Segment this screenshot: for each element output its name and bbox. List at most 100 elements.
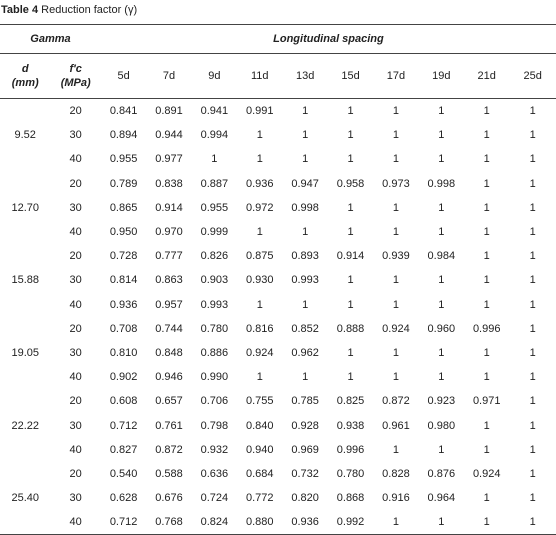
fc-value-cell: 40 bbox=[69, 371, 82, 384]
gamma-value-cell: 0.816 bbox=[245, 322, 274, 335]
gamma-value-cell: 0.999 bbox=[200, 226, 229, 239]
gamma-value-cell: 0.876 bbox=[427, 467, 456, 480]
spacing-header: 17d bbox=[373, 53, 419, 99]
gamma-value-cell: 0.755 bbox=[245, 395, 274, 408]
table-row: 40 0.936 0.957 0.993 1 1 1 1 1 1 1 bbox=[0, 293, 556, 317]
table-caption-label: Table 4 bbox=[1, 4, 39, 16]
d-value-cell bbox=[0, 172, 50, 196]
gamma-value-cell: 0.540 bbox=[109, 467, 138, 480]
gamma-value-cell: 0.838 bbox=[155, 177, 183, 190]
gamma-value-cell: 0.706 bbox=[200, 395, 229, 408]
gamma-value-cell: 1 bbox=[438, 153, 445, 166]
gamma-value-cell: 0.780 bbox=[200, 322, 229, 335]
gamma-value-cell: 0.728 bbox=[109, 250, 138, 263]
gamma-value-cell: 0.825 bbox=[336, 395, 365, 408]
gamma-value-cell: 0.902 bbox=[109, 371, 138, 384]
d-value-cell: 22.22 bbox=[11, 419, 39, 432]
gamma-value-cell: 0.875 bbox=[245, 250, 274, 263]
gamma-value-cell: 0.961 bbox=[382, 419, 410, 432]
gamma-value-cell: 0.891 bbox=[155, 105, 183, 118]
gamma-value-cell: 0.955 bbox=[109, 153, 138, 166]
gamma-value-cell: 0.872 bbox=[155, 443, 183, 456]
d-value-cell bbox=[0, 438, 50, 462]
gamma-value-cell: 0.940 bbox=[245, 443, 274, 456]
gamma-value-cell: 0.761 bbox=[155, 419, 183, 432]
gamma-value-cell: 0.777 bbox=[155, 250, 183, 263]
spacing-header: 21d bbox=[464, 53, 510, 99]
gamma-value-cell: 0.880 bbox=[237, 510, 283, 535]
gamma-value-cell: 1 bbox=[438, 346, 445, 359]
gamma-value-cell: 1 bbox=[529, 153, 536, 166]
gamma-value-cell: 1 bbox=[392, 226, 399, 239]
table-row: 9.52 30 0.894 0.944 0.994 1 1 1 1 1 1 1 bbox=[0, 123, 556, 147]
table-body: 20 0.841 0.891 0.941 0.991 1 1 1 1 1 1 9.52 30 0.894 0… bbox=[0, 99, 556, 535]
table-row: 20 0.540 0.588 0.636 0.684 0.732 0.780 0.828 0.8… bbox=[0, 462, 556, 486]
gamma-value-cell: 0.820 bbox=[291, 492, 319, 505]
gamma-value-cell: 0.950 bbox=[109, 226, 138, 239]
fc-value-cell: 30 bbox=[69, 419, 82, 432]
gamma-value-cell: 1 bbox=[347, 371, 354, 384]
gamma-value-cell: 1 bbox=[483, 371, 490, 384]
gamma-value-cell: 0.768 bbox=[146, 510, 192, 535]
gamma-value-cell: 0.712 bbox=[109, 419, 138, 432]
d-value-cell: 25.40 bbox=[11, 492, 39, 505]
table-caption: Table 4 Reduction factor (γ) bbox=[0, 0, 556, 24]
gamma-value-cell: 1 bbox=[256, 371, 263, 384]
gamma-value-cell: 0.990 bbox=[200, 371, 229, 384]
gamma-value-cell: 0.608 bbox=[109, 395, 138, 408]
fc-value-cell: 40 bbox=[50, 510, 101, 535]
gamma-value-cell: 0.924 bbox=[382, 322, 410, 335]
d-value-cell bbox=[0, 389, 50, 413]
gamma-value-cell: 1 bbox=[438, 105, 445, 118]
reduction-factor-table: Gamma Longitudinal spacing d (mm) f′c (M… bbox=[0, 24, 556, 535]
gamma-value-cell: 0.980 bbox=[427, 419, 456, 432]
gamma-value-cell: 0.636 bbox=[200, 467, 229, 480]
gamma-value-cell: 0.894 bbox=[109, 129, 138, 142]
gamma-value-cell: 1 bbox=[392, 129, 399, 142]
gamma-value-cell: 0.991 bbox=[245, 105, 274, 118]
gamma-value-cell: 0.969 bbox=[291, 443, 319, 456]
gamma-value-cell: 1 bbox=[392, 274, 399, 287]
gamma-value-cell: 1 bbox=[529, 274, 536, 287]
table-row: 40 0.827 0.872 0.932 0.940 0.969 0.996 1 1 1 1 bbox=[0, 438, 556, 462]
gamma-value-cell: 1 bbox=[438, 443, 445, 456]
gamma-value-cell: 1 bbox=[464, 510, 510, 535]
gamma-value-cell: 0.887 bbox=[200, 177, 229, 190]
gamma-value-cell: 0.972 bbox=[245, 201, 274, 214]
gamma-value-cell: 1 bbox=[302, 298, 309, 311]
table-caption-text: Reduction factor (γ) bbox=[41, 4, 138, 16]
gamma-value-cell: 1 bbox=[483, 177, 490, 190]
gamma-value-cell: 0.868 bbox=[336, 492, 365, 505]
gamma-value-cell: 0.924 bbox=[245, 346, 274, 359]
gamma-value-cell: 0.712 bbox=[100, 510, 147, 535]
fc-value-cell: 30 bbox=[69, 346, 82, 359]
gamma-value-cell: 0.886 bbox=[200, 346, 229, 359]
gamma-value-cell: 1 bbox=[302, 129, 309, 142]
gamma-value-cell: 0.930 bbox=[245, 274, 274, 287]
gamma-value-cell: 0.977 bbox=[155, 153, 183, 166]
gamma-value-cell: 1 bbox=[211, 153, 218, 166]
gamma-value-cell: 1 bbox=[529, 419, 536, 432]
gamma-value-cell: 0.798 bbox=[200, 419, 229, 432]
gamma-value-cell: 1 bbox=[529, 201, 536, 214]
d-value-cell bbox=[0, 510, 51, 535]
fc-header-unit: (MPa) bbox=[60, 77, 91, 89]
gamma-value-cell: 0.684 bbox=[245, 467, 274, 480]
table-row: 20 0.728 0.777 0.826 0.875 0.893 0.914 0.939 0.9… bbox=[0, 244, 556, 268]
table-row: 20 0.708 0.744 0.780 0.816 0.852 0.888 0.924 0.9… bbox=[0, 317, 556, 341]
d-value-cell bbox=[0, 147, 50, 171]
gamma-value-cell: 0.852 bbox=[291, 322, 319, 335]
gamma-value-cell: 1 bbox=[347, 201, 354, 214]
d-value-cell: 19.05 bbox=[11, 346, 39, 359]
gamma-value-cell: 0.724 bbox=[200, 492, 229, 505]
gamma-value-cell: 0.932 bbox=[200, 443, 229, 456]
gamma-value-cell: 1 bbox=[509, 510, 556, 535]
gamma-value-cell: 0.936 bbox=[245, 177, 274, 190]
fc-value-cell: 30 bbox=[69, 492, 82, 505]
fc-value-cell: 20 bbox=[69, 322, 82, 335]
gamma-value-cell: 0.964 bbox=[427, 492, 456, 505]
gamma-value-cell: 0.962 bbox=[291, 346, 319, 359]
gamma-value-cell: 1 bbox=[392, 201, 399, 214]
gamma-value-cell: 1 bbox=[529, 346, 536, 359]
table-row: 25.40 30 0.628 0.676 0.724 0.772 0.820 0.868 0.9… bbox=[0, 486, 556, 510]
